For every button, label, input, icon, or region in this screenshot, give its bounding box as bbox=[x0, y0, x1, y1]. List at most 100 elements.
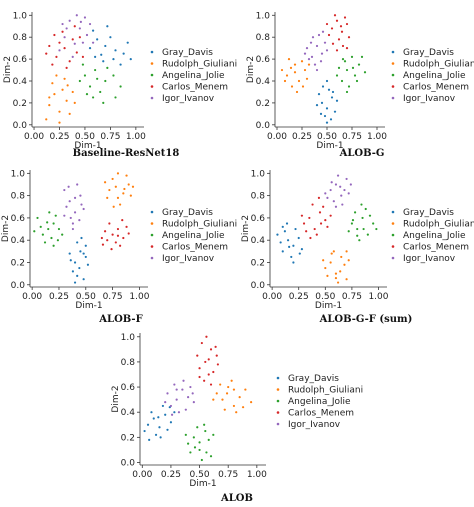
scatter-point bbox=[317, 33, 321, 37]
x-axis-label: Dim-1 bbox=[315, 301, 342, 311]
legend-marker bbox=[391, 245, 395, 248]
scatter-point bbox=[225, 392, 229, 395]
legend-marker bbox=[391, 62, 395, 65]
scatter-point bbox=[232, 404, 236, 408]
scatter-point bbox=[192, 401, 195, 404]
scatter-point bbox=[339, 185, 342, 188]
scatter-point bbox=[321, 85, 325, 88]
scatter-point bbox=[343, 188, 346, 192]
legend-entry: Gray_Davis bbox=[403, 208, 454, 218]
scatter-point bbox=[345, 177, 348, 181]
legend-entry: Igor_Ivanov bbox=[162, 254, 215, 264]
scatter-point bbox=[353, 74, 357, 77]
scatter-point bbox=[170, 413, 174, 416]
scatter-point bbox=[109, 36, 112, 39]
scatter-point bbox=[61, 30, 64, 33]
scatter-point bbox=[78, 79, 81, 83]
scatter-point bbox=[311, 36, 315, 39]
scatter-point bbox=[68, 112, 71, 115]
scatter-point bbox=[205, 335, 208, 338]
scatter-point bbox=[100, 53, 103, 56]
scatter-panel-2: 0.00 0.25 0.50 0.75 1.00 0.0 0.2 0.4 0.6 0.8 1.0 Di… bbox=[246, 11, 474, 159]
scatter-point bbox=[143, 429, 146, 433]
scatter-point bbox=[102, 101, 105, 105]
scatter-point bbox=[45, 52, 48, 55]
scatter-point bbox=[288, 245, 291, 248]
x-tick-label: 0.25 bbox=[161, 470, 181, 480]
x-tick-label: 0.00 bbox=[22, 292, 42, 302]
panel-caption: ALOB-G bbox=[339, 148, 385, 159]
y-tick-label: 0.8 bbox=[256, 33, 271, 43]
scatter-point bbox=[212, 433, 215, 436]
scatter-point bbox=[313, 227, 316, 231]
scatter-point bbox=[341, 57, 345, 61]
y-tick-label: 0.4 bbox=[256, 77, 271, 87]
scatter-point bbox=[94, 55, 97, 59]
legend-entry: Carlos_Menem bbox=[403, 83, 469, 93]
scatter-point bbox=[166, 392, 169, 395]
scatter-point bbox=[292, 244, 295, 247]
scatter-point bbox=[106, 66, 109, 69]
scatter-point bbox=[157, 416, 160, 419]
scatter-point bbox=[360, 203, 363, 206]
scatter-point bbox=[330, 27, 334, 30]
scatter-point bbox=[340, 79, 344, 83]
scatter-point bbox=[343, 263, 346, 266]
scatter-point bbox=[283, 79, 287, 83]
scatter-point bbox=[58, 49, 61, 52]
x-tick-label: 0.25 bbox=[292, 132, 312, 142]
scatter-point bbox=[349, 183, 352, 186]
x-tick-label: 1.00 bbox=[247, 470, 267, 480]
scatter-point bbox=[112, 57, 115, 61]
scatter-point bbox=[307, 57, 311, 61]
scatter-point bbox=[332, 250, 335, 253]
scatter-point bbox=[337, 66, 341, 69]
scatter-point bbox=[343, 16, 347, 19]
scatter-point bbox=[104, 79, 107, 83]
scatter-point bbox=[81, 41, 85, 44]
scatter-point bbox=[326, 225, 329, 228]
scatter-point bbox=[68, 252, 71, 255]
scatter-point bbox=[57, 227, 61, 231]
scatter-point bbox=[290, 255, 293, 259]
y-tick-label: 1.0 bbox=[13, 11, 28, 21]
scatter-point bbox=[103, 181, 107, 184]
scatter-point bbox=[106, 239, 109, 242]
scatter-point bbox=[333, 14, 337, 17]
scatter-point bbox=[300, 248, 304, 251]
y-tick-label: 0.6 bbox=[11, 214, 26, 224]
scatter-point bbox=[63, 77, 66, 80]
legend-marker bbox=[276, 422, 280, 426]
scatter-point bbox=[154, 433, 158, 436]
scatter-point bbox=[329, 214, 332, 217]
scatter-point bbox=[73, 281, 77, 284]
scatter-point bbox=[80, 236, 83, 240]
legend-marker bbox=[276, 399, 280, 403]
scatter-point bbox=[372, 222, 375, 225]
legend-marker bbox=[391, 210, 395, 214]
scatter-point bbox=[52, 222, 55, 225]
scatter-point bbox=[297, 236, 300, 240]
x-tick-label: 0.75 bbox=[342, 292, 362, 302]
scatter-point bbox=[55, 55, 58, 59]
scatter-point bbox=[317, 93, 321, 96]
scatter-point bbox=[334, 205, 338, 208]
scatter-point bbox=[65, 99, 68, 102]
scatter-point bbox=[315, 44, 319, 48]
scatter-point bbox=[71, 222, 75, 225]
scatter-point bbox=[96, 77, 99, 80]
scatter-point bbox=[329, 188, 332, 192]
scatter-point bbox=[46, 221, 49, 224]
y-tick-label: 0.2 bbox=[121, 433, 135, 443]
scatter-point bbox=[198, 448, 201, 452]
scatter-point bbox=[106, 196, 109, 199]
scatter-point bbox=[88, 85, 92, 88]
scatter-point bbox=[322, 205, 325, 208]
scatter-point bbox=[81, 55, 85, 59]
y-tick-label: 0.2 bbox=[13, 99, 27, 109]
scatter-point bbox=[232, 388, 236, 391]
scatter-point bbox=[241, 406, 245, 409]
scatter-point bbox=[85, 33, 89, 37]
scatter-point bbox=[61, 233, 64, 236]
scatter-point bbox=[356, 234, 359, 237]
